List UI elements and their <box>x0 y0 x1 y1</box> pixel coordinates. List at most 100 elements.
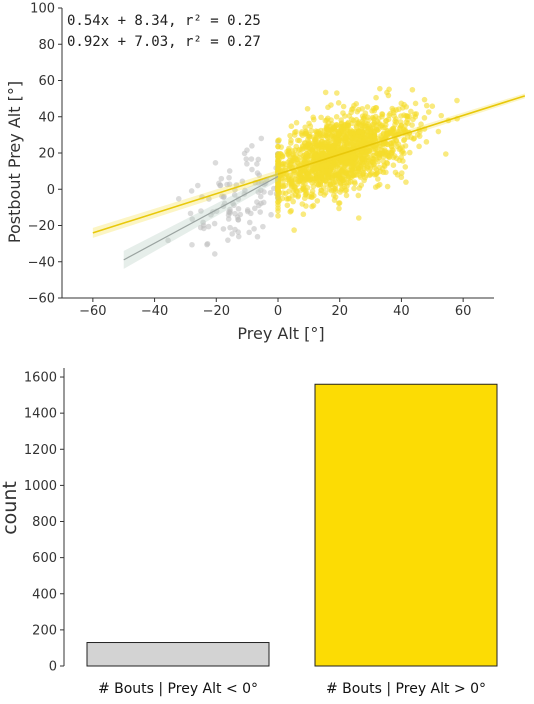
scatter-point <box>412 100 419 107</box>
bar-y-tick-label: 200 <box>32 623 57 638</box>
scatter-point <box>284 176 291 183</box>
scatter-point <box>332 188 339 194</box>
scatter-point <box>333 114 340 120</box>
scatter-point <box>324 126 330 132</box>
fit-line <box>123 175 279 261</box>
scatter-point <box>346 179 352 186</box>
scatter-point <box>399 149 405 156</box>
scatter-point <box>224 181 230 188</box>
scatter-point <box>235 217 242 223</box>
scatter-point <box>384 183 391 190</box>
scatter-point <box>423 139 430 145</box>
bar-y-tick-label: 1000 <box>24 479 57 494</box>
scatter-point <box>340 103 347 110</box>
scatter-point <box>244 161 250 167</box>
scatter-point <box>258 135 265 142</box>
scatter-point <box>287 208 294 215</box>
scatter-point <box>220 226 227 232</box>
scatter-point <box>309 146 316 153</box>
scatter-point <box>165 237 171 244</box>
scatter-point <box>307 176 314 183</box>
bar-category-label: # Bouts | Prey Alt > 0° <box>326 681 486 697</box>
scatter-point <box>355 215 362 221</box>
scatter-point <box>229 231 235 237</box>
scatter-point <box>226 168 233 174</box>
scatter-point <box>438 112 445 119</box>
scatter-point <box>371 161 377 168</box>
scatter-x-tick-label: −20 <box>203 304 230 319</box>
scatter-point <box>310 164 316 170</box>
scatter-point <box>256 202 262 209</box>
scatter-point <box>310 116 317 123</box>
scatter-point <box>406 149 413 156</box>
scatter-point <box>410 116 416 123</box>
scatter-point <box>328 102 334 108</box>
scatter-point <box>302 192 309 198</box>
scatter-point <box>342 134 349 141</box>
scatter-point <box>299 201 306 207</box>
scatter-point <box>318 187 325 194</box>
scatter-y-tick-label: −40 <box>28 255 55 270</box>
scatter-point <box>317 173 324 180</box>
scatter-point <box>217 182 223 189</box>
scatter-point <box>189 216 196 222</box>
scatter-axes: −60 −40 −20 0 20 40 60 100 80 60 40 20 0 −20 −40 −60 <box>28 2 494 319</box>
scatter-point <box>329 176 336 182</box>
scatter-point <box>231 192 238 198</box>
scatter-point <box>239 178 246 185</box>
scatter-point <box>362 136 369 142</box>
scatter-point <box>372 105 379 111</box>
bar-y-tick-label: 800 <box>32 515 57 530</box>
scatter-point <box>204 241 210 248</box>
scatter-point <box>343 127 350 134</box>
scatter-point <box>408 134 415 141</box>
scatter-point <box>371 119 378 126</box>
scatter-point <box>398 100 405 107</box>
scatter-point <box>197 224 204 231</box>
scatter-point <box>314 142 321 149</box>
scatter-point <box>248 210 254 217</box>
scatter-point <box>292 176 299 183</box>
scatter-point <box>425 109 432 115</box>
scatter-point <box>345 175 351 182</box>
scatter-point <box>343 192 350 199</box>
scatter-point <box>357 174 364 180</box>
scatter-point <box>313 134 319 141</box>
scatter-point <box>252 205 258 212</box>
bar-panel: 0 200 400 600 800 1000 1200 1400 1600 # Bouts | … <box>0 368 498 697</box>
scatter-point <box>390 147 396 154</box>
fit-line <box>92 95 526 234</box>
scatter-point <box>188 188 195 194</box>
scatter-y-tick-label: 20 <box>38 147 55 162</box>
scatter-point <box>435 128 442 135</box>
fit-lines <box>92 93 526 269</box>
scatter-point <box>354 120 361 126</box>
bar-y-axis-label: count <box>0 481 21 535</box>
scatter-point <box>364 104 371 110</box>
scatter-point <box>288 137 294 144</box>
scatter-point <box>260 223 266 230</box>
scatter-y-tick-label: −20 <box>28 219 55 234</box>
scatter-point <box>324 161 331 167</box>
scatter-point <box>286 188 292 195</box>
scatter-point <box>362 174 368 181</box>
scatter-point <box>338 159 344 165</box>
scatter-point <box>371 133 378 140</box>
scatter-point <box>379 111 386 118</box>
scatter-point <box>335 100 342 106</box>
scatter-point <box>299 129 305 135</box>
scatter-point <box>326 168 333 174</box>
scatter-point <box>257 193 264 200</box>
scatter-y-tick-label: 40 <box>38 110 55 125</box>
scatter-point <box>322 190 329 196</box>
scatter-point <box>371 171 378 178</box>
scatter-point <box>385 116 392 123</box>
scatter-point <box>362 151 369 158</box>
scatter-point <box>319 166 325 172</box>
scatter-point <box>292 132 298 138</box>
scatter-point <box>345 122 352 129</box>
scatter-point <box>322 89 329 96</box>
scatter-point <box>423 102 430 109</box>
scatter-point <box>306 134 312 140</box>
scatter-point <box>429 103 436 109</box>
